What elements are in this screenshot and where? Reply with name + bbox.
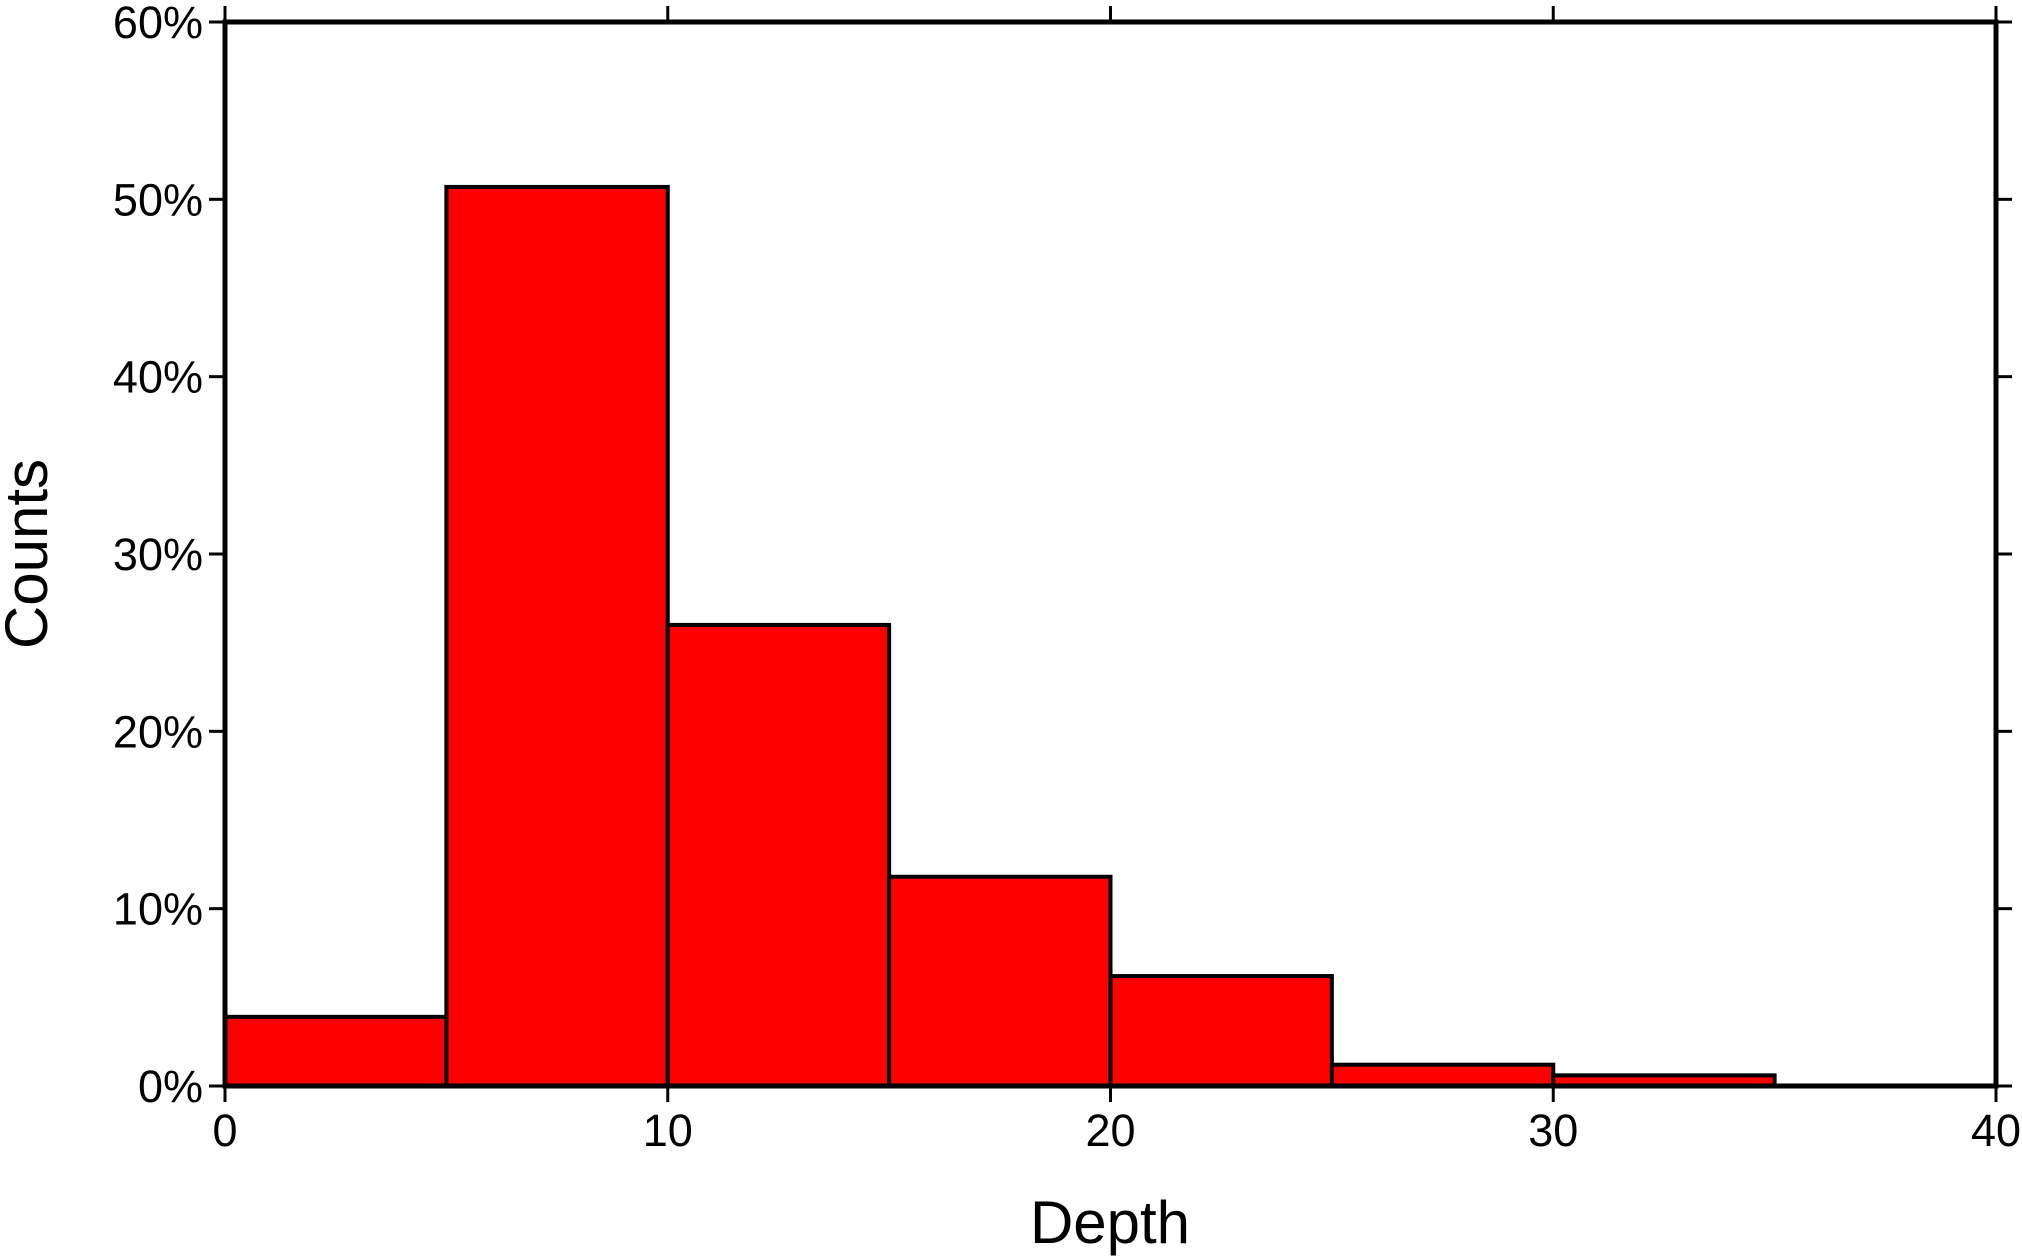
histogram-bar: [665, 622, 892, 1089]
histogram-bar: [1108, 974, 1334, 1089]
y-tick-label: 10%: [113, 884, 203, 935]
x-tick-label: 30: [1528, 1105, 1578, 1156]
histogram-bar: [223, 1014, 449, 1089]
y-tick-label: 40%: [113, 352, 203, 403]
y-tick-label: 50%: [113, 174, 203, 225]
histogram-bar: [1329, 1062, 1556, 1088]
y-axis-title: Counts: [0, 459, 60, 649]
x-axis: 0 10 20 30 40: [212, 6, 2021, 1156]
x-axis-title: Depth: [1030, 1189, 1190, 1256]
histogram-bar: [887, 874, 1113, 1088]
x-tick-label: 10: [643, 1105, 693, 1156]
histogram-bar: [444, 184, 670, 1089]
bars-group: [223, 184, 1777, 1089]
y-tick-label: 0%: [138, 1061, 203, 1112]
x-tick-label: 0: [212, 1105, 237, 1156]
y-tick-label: 30%: [113, 529, 203, 580]
x-tick-label: 20: [1085, 1105, 1135, 1156]
y-axis: 0% 10% 20% 30% 40% 50% 60%: [113, 0, 2012, 1112]
y-tick-label: 20%: [113, 706, 203, 757]
x-tick-label: 40: [1971, 1105, 2021, 1156]
y-tick-label: 60%: [113, 0, 203, 48]
